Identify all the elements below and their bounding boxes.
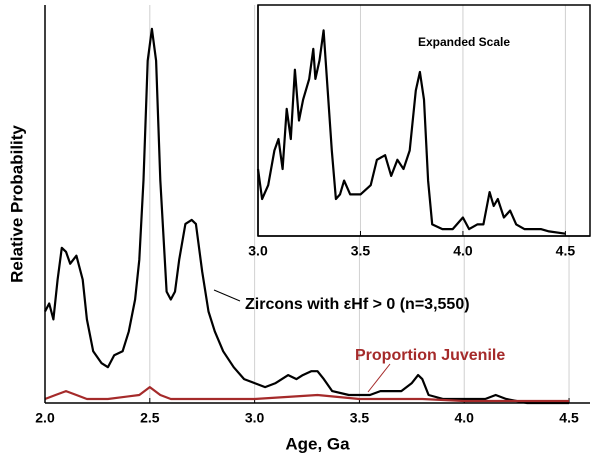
data-line <box>44 27 569 405</box>
x-tick-label: 3.5 <box>350 410 370 426</box>
x-tick-label: 3.5 <box>351 243 371 259</box>
label-leader <box>367 363 391 393</box>
inset-title: Expanded Scale <box>418 35 510 49</box>
inset-border <box>257 4 591 237</box>
series-label: Proportion Juvenile <box>355 347 505 364</box>
x-axis-title: Age, Ga <box>285 434 350 453</box>
x-tick-label: 4.0 <box>453 243 473 259</box>
series-label: Zircons with εHf > 0 (n=3,550) <box>245 296 470 313</box>
x-tick-label: 2.0 <box>35 410 55 426</box>
x-tick-label: 4.5 <box>559 410 579 426</box>
label-leader <box>213 289 241 302</box>
x-tick-label: 3.0 <box>248 243 268 259</box>
x-tick-label: 4.0 <box>454 410 474 426</box>
x-tick-label: 2.5 <box>140 410 160 426</box>
y-axis-title: Relative Probability <box>7 125 26 283</box>
inset-chart: 3.0 3.5 4.0 4.5 Expanded Scale <box>248 4 591 259</box>
data-line <box>44 386 569 403</box>
x-tick-label: 3.0 <box>245 410 265 426</box>
x-tick-label: 4.5 <box>556 243 576 259</box>
data-line <box>256 29 566 235</box>
